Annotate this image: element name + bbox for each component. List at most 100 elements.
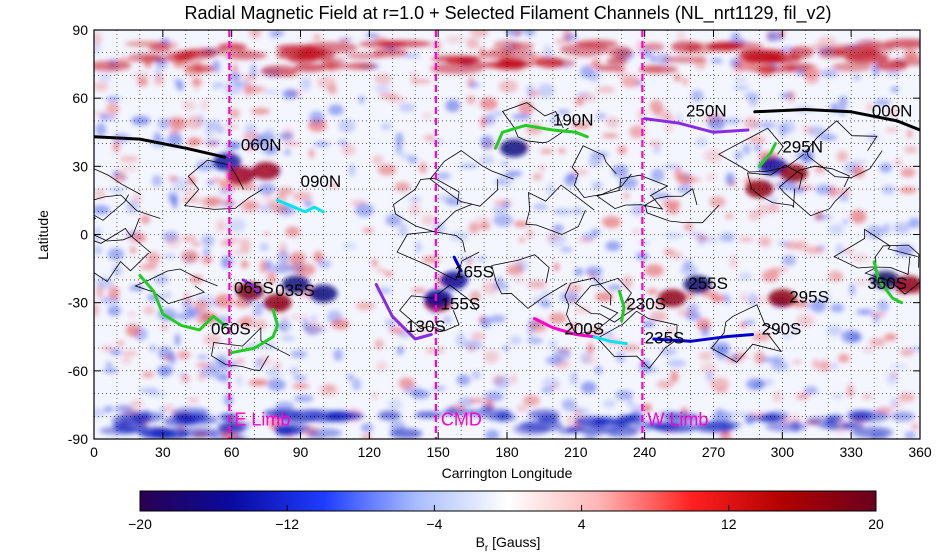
field-patch xyxy=(561,398,577,411)
filament-label: 200S xyxy=(564,319,604,338)
field-patch xyxy=(407,155,418,164)
field-patch xyxy=(328,104,344,116)
x-tick-label: 90 xyxy=(293,444,309,460)
field-patch xyxy=(185,298,193,305)
y-tick-label: 60 xyxy=(72,90,88,106)
field-patch xyxy=(818,135,838,141)
filament-channel xyxy=(230,308,280,355)
field-patch xyxy=(866,133,880,142)
field-patch xyxy=(502,200,511,211)
field-patch xyxy=(94,303,100,317)
y-axis-label: Latitude xyxy=(35,210,51,260)
field-patch xyxy=(674,167,683,181)
neutral-line xyxy=(94,194,161,242)
filament-label: 250N xyxy=(686,101,727,120)
polar-field-north xyxy=(606,57,629,65)
x-tick-label: 360 xyxy=(908,444,932,460)
field-patch xyxy=(493,180,506,185)
field-patch xyxy=(211,81,219,90)
field-patch xyxy=(712,410,732,422)
field-patch xyxy=(163,403,175,414)
field-patch xyxy=(894,158,903,167)
field-patch xyxy=(174,333,181,347)
field-patch xyxy=(211,177,223,183)
field-patch xyxy=(479,154,495,166)
field-patch xyxy=(723,295,731,305)
neutral-line xyxy=(806,120,883,179)
field-patch xyxy=(516,404,529,412)
field-patch xyxy=(532,173,543,181)
polar-field-north xyxy=(831,62,873,72)
field-patch xyxy=(689,177,701,182)
field-patch xyxy=(384,318,397,329)
y-tick-label: 90 xyxy=(72,22,88,38)
field-patch xyxy=(881,185,896,195)
field-patch xyxy=(283,141,302,146)
filament-channel xyxy=(374,283,433,341)
field-patch xyxy=(493,213,514,227)
neutral-line xyxy=(746,164,803,209)
field-patch xyxy=(704,149,723,163)
field-patch xyxy=(518,237,526,243)
field-patch xyxy=(552,224,564,233)
field-patch xyxy=(738,272,753,281)
field-patch xyxy=(244,145,255,151)
filament-channel xyxy=(753,108,920,132)
field-patch xyxy=(167,132,183,147)
field-patch xyxy=(422,256,441,264)
field-patch xyxy=(377,164,397,176)
field-patch xyxy=(548,312,567,324)
filament-labels: 060N 090N 190N 250N 000N 295N 165S 065S 035S 155S… xyxy=(211,101,912,347)
field-patch xyxy=(479,97,498,111)
field-patch xyxy=(642,320,656,328)
field-patch xyxy=(94,32,102,46)
neutral-line xyxy=(571,145,632,199)
field-patch xyxy=(112,140,121,153)
field-patch xyxy=(621,75,640,88)
polar-field-south xyxy=(614,417,631,427)
field-patch xyxy=(809,43,828,52)
field-patch xyxy=(632,229,640,234)
field-patch xyxy=(401,53,421,58)
field-patch xyxy=(200,196,220,208)
field-patch xyxy=(250,63,257,78)
field-patch xyxy=(160,354,175,361)
field-patch xyxy=(751,331,771,342)
field-patch xyxy=(667,359,687,368)
field-patch xyxy=(205,300,220,308)
field-patch xyxy=(309,110,325,125)
field-patch xyxy=(596,86,616,94)
field-patch xyxy=(285,226,301,237)
field-patch xyxy=(683,223,694,231)
polar-field-north xyxy=(344,62,377,70)
field-patch xyxy=(673,73,681,82)
field-patch xyxy=(277,203,292,217)
polar-field-north xyxy=(685,42,718,54)
field-patch xyxy=(423,135,436,141)
field-patch xyxy=(265,367,282,378)
field-patch xyxy=(842,219,850,225)
field-patch xyxy=(355,203,375,217)
field-patch xyxy=(189,274,204,285)
field-patch xyxy=(94,246,103,255)
field-patch xyxy=(201,313,210,320)
field-patch xyxy=(835,243,844,257)
field-patch xyxy=(683,259,693,269)
field-patch xyxy=(605,240,621,252)
field-patch xyxy=(445,99,461,113)
neutral-line xyxy=(596,174,669,210)
field-patch xyxy=(402,386,423,396)
field-patch xyxy=(757,378,775,387)
polar-field-north xyxy=(318,63,348,70)
field-patch xyxy=(743,117,760,130)
field-patch xyxy=(317,327,327,333)
filament-channel xyxy=(241,278,261,296)
field-patch xyxy=(577,92,596,103)
polar-field-south xyxy=(219,420,251,431)
polar-field-south xyxy=(172,412,208,423)
field-patch xyxy=(239,200,256,213)
field-patch xyxy=(612,164,629,178)
field-patch xyxy=(243,131,260,142)
field-patch xyxy=(900,167,916,178)
field-patch xyxy=(641,403,653,413)
